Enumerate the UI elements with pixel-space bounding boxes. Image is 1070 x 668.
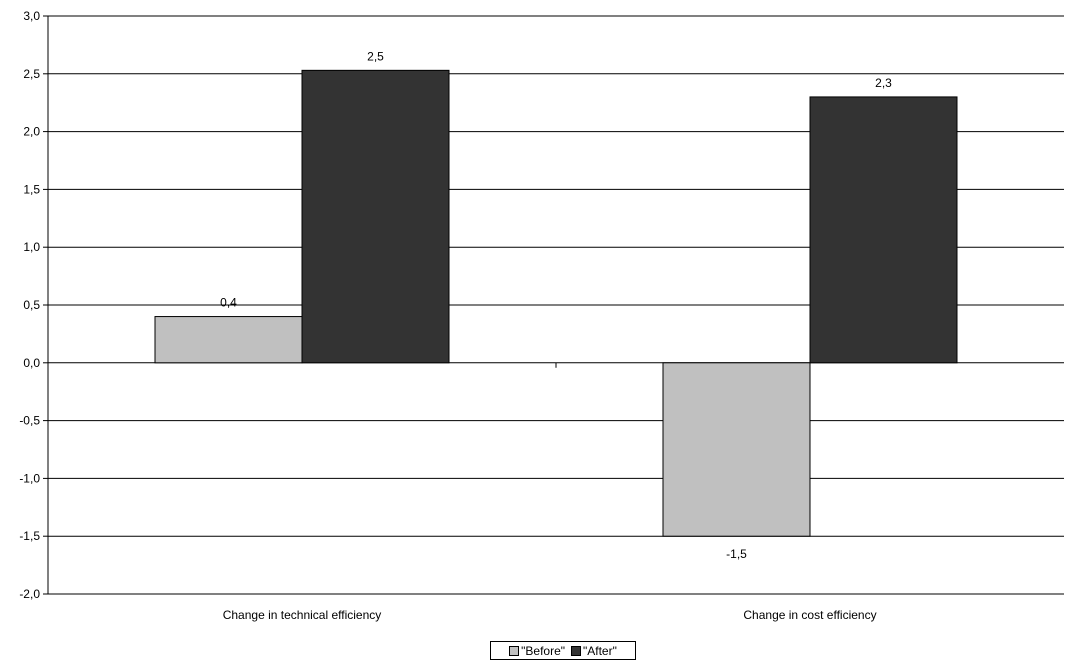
y-tick-label: 0,5	[23, 298, 40, 312]
y-tick-label: 3,0	[23, 9, 40, 23]
legend-swatch-before	[509, 645, 520, 656]
y-tick-label: 2,5	[23, 67, 40, 81]
y-tick-label: 0,0	[23, 356, 40, 370]
y-tick-label: -1,5	[19, 529, 40, 543]
bar	[809, 96, 958, 364]
x-tick-label: Change in cost efficiency	[743, 608, 876, 622]
y-tick-label: -1,0	[19, 471, 40, 485]
y-tick-label: -2,0	[19, 587, 40, 601]
x-tick-label: Change in technical efficiency	[223, 608, 382, 622]
y-tick-label: 1,5	[23, 182, 40, 196]
y-tick-label: -0,5	[19, 414, 40, 428]
bar	[662, 362, 811, 537]
data-label: 2,3	[875, 76, 892, 90]
chart-legend: "Before" "After"	[490, 641, 636, 660]
y-tick-label: 1,0	[23, 240, 40, 254]
legend-swatch-after	[571, 645, 581, 656]
legend-label-after: "After"	[583, 643, 617, 658]
data-label: 0,4	[220, 296, 237, 310]
legend-item-after: "After"	[571, 644, 617, 658]
data-label: -1,5	[726, 547, 747, 561]
legend-label-before: "Before"	[521, 643, 565, 658]
data-label: 2,5	[367, 49, 384, 63]
bar	[154, 316, 303, 364]
legend-item-before: "Before"	[509, 644, 565, 658]
bar	[301, 69, 450, 364]
y-tick-label: 2,0	[23, 125, 40, 139]
